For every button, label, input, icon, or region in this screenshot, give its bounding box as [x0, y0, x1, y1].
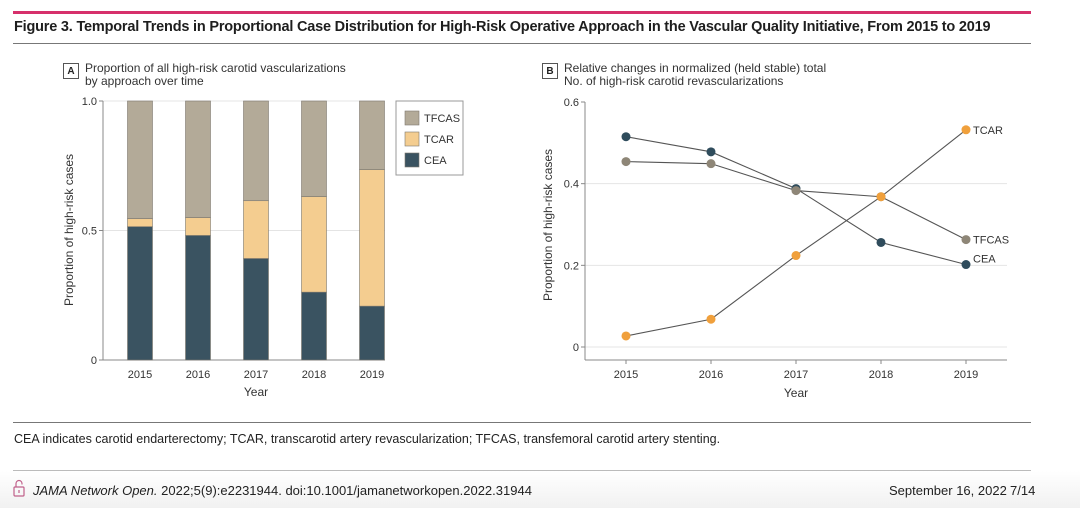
x-tick-label: 2016 [699, 369, 723, 381]
point-tfcas-2015 [621, 157, 631, 167]
y-tick-label: 0.5 [82, 226, 97, 238]
accent-rule [13, 11, 1031, 14]
x-tick-label: 2016 [186, 369, 210, 381]
panel-b-letter: B [542, 63, 558, 79]
bar-tcar-2019 [359, 169, 385, 307]
point-cea-2018 [876, 237, 886, 247]
legend-label-cea: CEA [424, 155, 447, 167]
bar-cea-2019 [359, 305, 385, 361]
journal-name: JAMA Network Open. [33, 483, 158, 498]
y-tick-label: 0.4 [564, 179, 579, 191]
line-cea [625, 136, 967, 266]
x-tick-label: 2019 [954, 369, 978, 381]
caption-divider-bottom [13, 470, 1031, 471]
line-tcar [625, 129, 967, 337]
figure-title: Figure 3. Temporal Trends in Proportiona… [14, 19, 991, 35]
legend-swatch-tfcas [404, 110, 420, 126]
legend-label-tfcas: TFCAS [424, 113, 460, 125]
page-footer: JAMA Network Open. 2022;5(9):e2231944. d… [0, 471, 1080, 508]
bar-tfcas-2017 [243, 100, 269, 202]
page-number: 7/14 [1010, 483, 1036, 498]
bar-tfcas-2015 [127, 100, 153, 219]
point-tfcas-2019 [961, 235, 971, 245]
x-axis-label: Year [784, 386, 808, 400]
point-tfcas-2017 [791, 186, 801, 196]
panel-a-header: A Proportion of all high-risk carotid va… [63, 62, 346, 88]
line-label-cea: CEA [973, 254, 996, 266]
point-cea-2016 [706, 147, 716, 157]
open-access-lock-icon [13, 479, 25, 497]
figure-caption: CEA indicates carotid endarterectomy; TC… [14, 432, 721, 446]
stacked-bar-chart: 0 0.5 1.0 2015 2016 2017 2018 2019 Year Proportio… [62, 96, 464, 399]
publication-date: September 16, 2022 [889, 483, 1007, 498]
bar-tfcas-2016 [185, 100, 211, 218]
point-tcar-2018 [876, 192, 886, 202]
y-tick-label: 0.6 [564, 97, 579, 109]
point-tfcas-2016 [706, 159, 716, 169]
legend-swatch-cea [404, 152, 420, 168]
panel-b-header: B Relative changes in normalized (held s… [542, 62, 826, 88]
line-label-tfcas: TFCAS [973, 235, 1009, 247]
x-tick-label: 2017 [244, 369, 268, 381]
title-divider [13, 43, 1031, 44]
x-axis-label: Year [244, 385, 268, 399]
y-axis-label: Proportion of high-risk cases [541, 149, 555, 301]
y-tick-label: 0.2 [564, 260, 579, 272]
point-cea-2015 [621, 132, 631, 142]
y-tick-label: 0 [573, 342, 579, 354]
caption-divider-top [13, 422, 1031, 423]
x-tick-label: 2015 [128, 369, 152, 381]
bar-tcar-2017 [243, 200, 269, 259]
point-tcar-2017 [791, 251, 801, 261]
y-tick-label: 0 [91, 355, 97, 367]
panel-b-subtitle-line1: Relative changes in normalized (held sta… [564, 61, 827, 75]
bar-tfcas-2019 [359, 100, 385, 170]
panel-a-subtitle-line2: by approach over time [85, 74, 204, 88]
x-tick-label: 2018 [302, 369, 326, 381]
x-tick-label: 2015 [614, 369, 638, 381]
x-tick-label: 2019 [360, 369, 384, 381]
citation: JAMA Network Open. 2022;5(9):e2231944. d… [33, 483, 532, 498]
point-cea-2019 [961, 260, 971, 270]
line-chart: 0 0.2 0.4 0.6 2015 2016 2017 2018 2019 Year Propor… [541, 97, 1009, 400]
panel-b-subtitle-line2: No. of high-risk carotid revascularizati… [564, 74, 784, 88]
bar-tfcas-2018 [301, 100, 327, 197]
point-tcar-2016 [706, 314, 716, 324]
bar-cea-2015 [127, 226, 153, 361]
line-tfcas [625, 161, 967, 241]
legend-swatch-tcar [404, 131, 420, 147]
line-label-tcar: TCAR [973, 125, 1003, 137]
panel-a-letter: A [63, 63, 79, 79]
x-tick-label: 2017 [784, 369, 808, 381]
bar-cea-2018 [301, 291, 327, 361]
legend-label-tcar: TCAR [424, 134, 454, 146]
point-tcar-2015 [621, 331, 631, 341]
y-tick-label: 1.0 [82, 96, 97, 108]
citation-details: 2022;5(9):e2231944. doi:10.1001/jamanetw… [157, 483, 532, 498]
panel-a-subtitle-line1: Proportion of all high-risk carotid vasc… [85, 61, 346, 75]
x-tick-label: 2018 [869, 369, 893, 381]
y-axis-label: Proportion of high-risk cases [62, 154, 76, 306]
bar-cea-2017 [243, 258, 269, 361]
point-tcar-2019 [961, 125, 971, 135]
